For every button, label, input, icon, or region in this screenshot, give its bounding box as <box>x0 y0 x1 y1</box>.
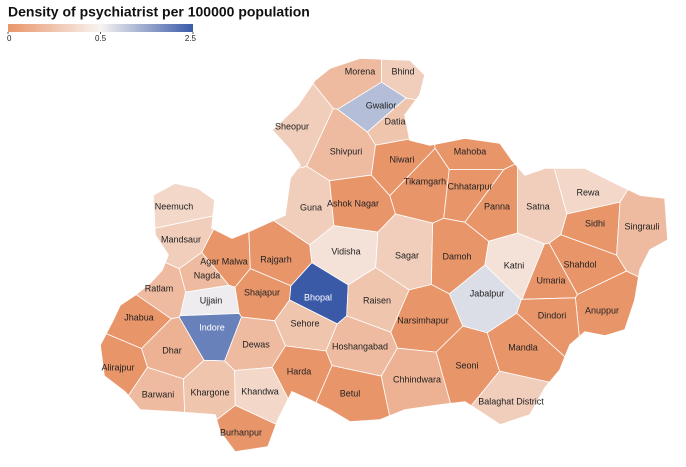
district-label: Mahoba <box>454 146 487 156</box>
legend-bar <box>8 24 193 32</box>
district-label: Khandwa <box>241 386 279 396</box>
district-label: Datia <box>384 116 405 126</box>
district-label: Dewas <box>242 339 270 349</box>
district-label: Khargone <box>190 387 229 397</box>
legend-tick-label: 2.5 <box>185 34 197 43</box>
legend-tick-label: 0.5 <box>95 34 107 43</box>
district-label: Nagda <box>194 270 221 280</box>
district-label: Ujjain <box>200 295 223 305</box>
legend: 0 0.5 2.5 <box>7 32 197 43</box>
district-label: Ashok Nagar <box>327 198 379 208</box>
district-label: Betul <box>340 388 361 398</box>
district-label: Barwani <box>142 389 175 399</box>
district-label: Neemuch <box>155 201 194 211</box>
district-label: Umaria <box>536 275 565 285</box>
district-label: Sheopur <box>275 121 309 131</box>
district-label: Rewa <box>576 187 599 197</box>
district-label: Morena <box>345 66 376 76</box>
district <box>543 58 668 215</box>
district-label: Panna <box>484 201 510 211</box>
district-label: Guna <box>300 202 322 212</box>
district-label: Sidhi <box>585 218 605 228</box>
district-label: Shahdol <box>563 259 596 269</box>
district-label: Singrauli <box>624 221 659 231</box>
district-label: Balaghat District <box>478 396 544 406</box>
district <box>100 366 187 452</box>
district <box>152 58 334 182</box>
district-label: Gwalior <box>366 100 397 110</box>
district-label: Jabalpur <box>470 288 505 298</box>
district-label: Mandsaur <box>161 234 201 244</box>
district-label: Tikamgarh <box>404 176 446 186</box>
district-label: Bhind <box>391 66 414 76</box>
district-label: Rajgarh <box>260 254 292 264</box>
district-label: Narsimhapur <box>397 315 449 325</box>
district-label: Satna <box>526 201 550 211</box>
district-label: Bhopal <box>304 292 332 302</box>
district <box>574 270 668 452</box>
district-label: Jhabua <box>124 312 154 322</box>
district-label: Ratlam <box>145 283 174 293</box>
district-label: Harda <box>287 366 312 376</box>
district-label: Vidisha <box>331 246 360 256</box>
district <box>517 129 568 245</box>
district-label: Damoh <box>442 251 471 261</box>
district <box>616 105 668 298</box>
map-title: Density of psychiatrist per 100000 popul… <box>8 4 310 20</box>
legend-tick-label: 0 <box>7 34 12 43</box>
district-label: Alirajpur <box>101 362 134 372</box>
district-label: Dhar <box>162 345 182 355</box>
districts <box>100 58 668 452</box>
district-label: Dindori <box>538 310 567 320</box>
district-label: Burhanpur <box>220 427 262 437</box>
district-label: Indore <box>199 322 225 332</box>
district-label: Chhatarpur <box>447 181 492 191</box>
district-label: Seoni <box>455 360 478 370</box>
district-label: Chhindwara <box>393 374 441 384</box>
district-label: Niwari <box>389 154 414 164</box>
district-label: Shivpuri <box>330 146 363 156</box>
state-outline <box>99 57 669 453</box>
district-label: Hoshangabad <box>332 341 388 351</box>
district-label: Sagar <box>395 250 419 260</box>
district-label: Sehore <box>290 318 319 328</box>
district-label: Mandla <box>508 342 538 352</box>
district-labels: Morena Bhind Gwalior Datia Sheopur Shivpuri Ni… <box>101 66 659 437</box>
district-label: Raisen <box>363 295 391 305</box>
district-label: Agar Malwa <box>200 256 248 266</box>
district-label: Shajapur <box>244 287 280 297</box>
district-label: Katni <box>504 260 525 270</box>
district-label: Anuppur <box>585 305 619 315</box>
